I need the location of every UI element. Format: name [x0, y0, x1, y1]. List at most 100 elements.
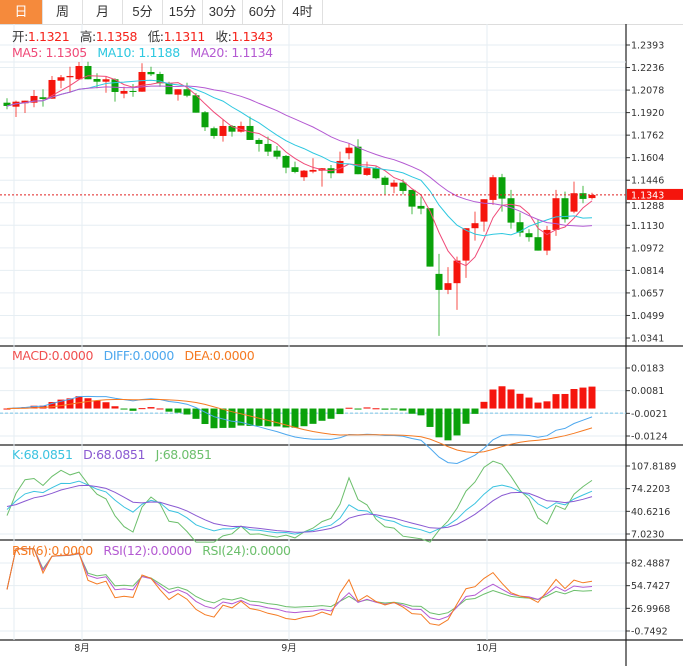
macd-bar	[48, 402, 56, 409]
macd-bar	[255, 408, 263, 426]
x-axis-label: 8月	[74, 643, 90, 654]
macd-bar	[480, 401, 488, 409]
candle-up	[570, 193, 578, 212]
macd-bar	[534, 402, 542, 409]
macd-bar	[552, 394, 560, 409]
macd-bar	[147, 407, 155, 409]
macd-bar	[165, 408, 173, 412]
macd-bar	[237, 408, 245, 426]
candle-up	[552, 198, 560, 230]
macd-bar	[84, 398, 92, 409]
tab-30min[interactable]: 30分	[203, 0, 243, 24]
candle-down	[39, 97, 47, 99]
candle-down	[93, 78, 101, 82]
candle-up	[21, 100, 29, 104]
candle-up	[30, 95, 38, 103]
macd-bar	[327, 408, 335, 419]
j-line	[6, 460, 593, 543]
close-value: 1.1343	[231, 29, 273, 44]
candle-down	[165, 83, 173, 95]
ohlc-legend: 开:1.1321 高:1.1358 低:1.1311 收:1.1343	[12, 30, 280, 44]
rsi-tick-label: -0.7492	[631, 627, 668, 638]
macd-bar	[318, 408, 326, 421]
j-value: J:68.0851	[155, 447, 212, 462]
candle-up	[543, 229, 551, 251]
candle-up	[588, 194, 596, 199]
candle-down	[399, 182, 407, 191]
tab-5min[interactable]: 5分	[123, 0, 163, 24]
candle-down	[408, 189, 416, 207]
diff-line	[6, 395, 593, 465]
candle-down	[435, 273, 443, 290]
rsi6-value: RSI(6):0.0000	[12, 543, 93, 558]
rsi12-value: RSI(12):0.0000	[103, 543, 192, 558]
macd-tick-label: -0.0124	[631, 432, 668, 443]
candle-up	[462, 228, 470, 261]
last-price-tag	[627, 188, 683, 200]
ma20-value: MA20: 1.1134	[190, 45, 273, 60]
main-tick-label: 1.2393	[631, 41, 664, 52]
ma10-value: MA10: 1.1188	[97, 45, 180, 60]
open-value: 1.1321	[27, 29, 70, 44]
candle-down	[3, 102, 11, 106]
tab-month[interactable]: 月	[83, 0, 123, 24]
dea-value: DEA:0.0000	[184, 348, 255, 363]
macd-bar	[363, 407, 371, 409]
tab-60min[interactable]: 60分	[243, 0, 283, 24]
candle-down	[264, 143, 272, 152]
macd-tick-label: -0.0021	[631, 409, 668, 420]
main-tick-label: 1.0814	[631, 266, 664, 277]
kdj-legend: K:68.0851 D:68.0851 J:68.0851	[12, 448, 219, 462]
candle-up	[219, 125, 227, 136]
candle-up	[309, 169, 317, 172]
macd-bar	[273, 408, 281, 427]
candle-up	[57, 77, 65, 81]
macd-bar	[381, 408, 389, 410]
main-tick-label: 1.1130	[631, 221, 664, 232]
x-axis-label: 10月	[476, 643, 498, 654]
macd-bar	[183, 408, 191, 415]
tab-15min[interactable]: 15分	[163, 0, 203, 24]
candle-up	[453, 260, 461, 284]
main-tick-label: 1.1762	[631, 131, 664, 142]
macd-bar	[156, 408, 164, 410]
candle-down	[534, 237, 542, 251]
candle-down	[246, 125, 254, 140]
tab-4hour[interactable]: 4时	[283, 0, 323, 24]
macd-bar	[66, 398, 74, 409]
candle-up	[471, 223, 479, 229]
main-tick-label: 1.1288	[631, 201, 664, 212]
tab-week[interactable]: 周	[43, 0, 83, 24]
macd-bar	[399, 408, 407, 411]
high-value: 1.1358	[95, 29, 138, 44]
macd-bar	[489, 389, 497, 409]
candle-down	[426, 208, 434, 267]
candle-down	[525, 233, 533, 238]
candle-up	[336, 160, 344, 174]
ma10-line	[6, 79, 593, 237]
macd-bar	[201, 408, 209, 425]
candle-down	[192, 95, 200, 113]
macd-legend: MACD:0.0000 DIFF:0.0000 DEA:0.0000	[12, 349, 261, 363]
period-tabs: 日 周 月 5分 15分 30分 60分 4时	[0, 0, 683, 25]
k-line	[6, 480, 593, 535]
macd-bar	[138, 408, 146, 410]
kdj-tick-label: 7.0230	[631, 530, 664, 541]
diff-value: DIFF:0.0000	[103, 348, 175, 363]
candle-down	[354, 146, 362, 175]
macd-bar	[228, 408, 236, 428]
tab-day[interactable]: 日	[0, 0, 43, 24]
macd-bar	[30, 405, 38, 409]
candle-down	[579, 193, 587, 199]
rsi-tick-label: 26.9968	[631, 604, 670, 615]
candle-up	[66, 75, 74, 78]
macd-bar	[246, 408, 254, 426]
candle-down	[516, 222, 524, 233]
macd-bar	[543, 401, 551, 409]
macd-bar	[309, 408, 317, 424]
high-label: 高:	[79, 29, 96, 44]
kdj-tick-label: 40.6216	[631, 507, 670, 518]
rsi12-line	[6, 548, 593, 621]
main-tick-label: 1.1920	[631, 108, 664, 119]
